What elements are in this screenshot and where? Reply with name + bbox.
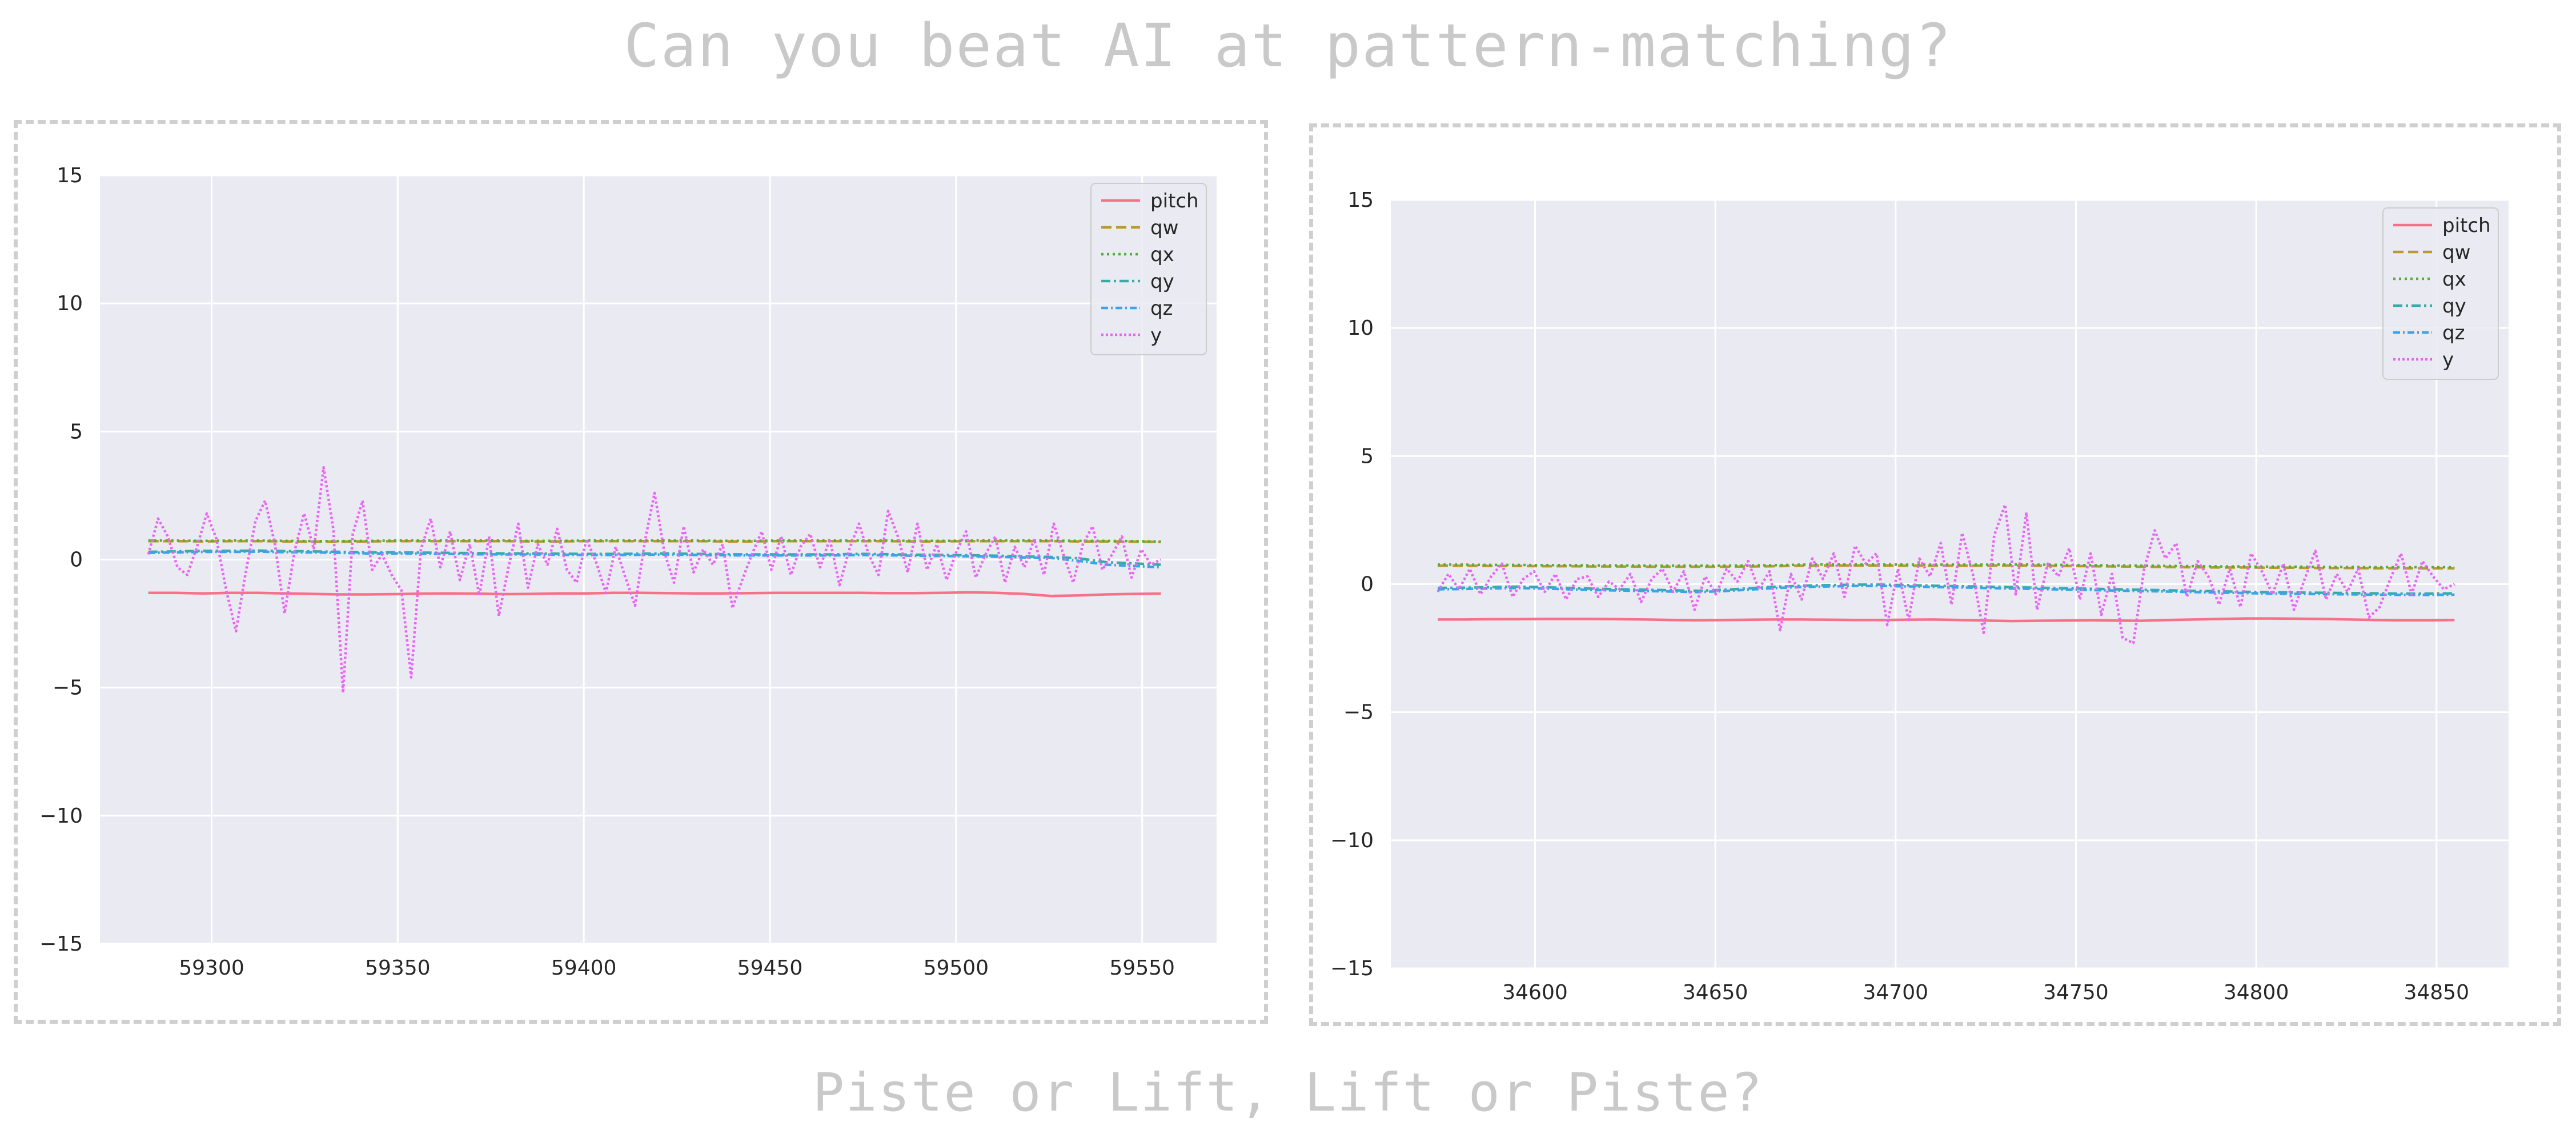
left-x-tick-label: 59350 [365,956,431,980]
left-legend-label-qw: qw [1150,217,1178,239]
right-x-tick-label: 34700 [1863,981,1929,1004]
right-chart-panel [1309,123,2561,1026]
right-legend-label-qz: qz [2442,322,2465,344]
left-y-tick-label: 0 [70,548,83,572]
right-series-y [1437,503,2455,644]
left-series-qz [148,550,1161,569]
right-series-qz [1438,584,2455,596]
left-legend-label-y: y [1150,324,1162,347]
right-line-chart: 34600 34650 34700 34750 34800 34850 −15 −10 −5 0 5… [1330,189,2509,1004]
right-legend-label-qw: qw [2442,241,2470,264]
right-y-tick-label: −5 [1343,701,1374,724]
left-y-tick-label: −5 [53,676,83,700]
left-legend-label-qz: qz [1150,297,1173,320]
left-series-qw [148,539,1161,543]
page-title: Can you beat AI at pattern-matching? [623,11,1953,81]
page-subtitle: Piste or Lift, Lift or Piste? [812,1062,1764,1123]
right-x-tick-label: 34800 [2224,981,2289,1004]
right-x-tick-label: 34650 [1683,981,1748,1004]
right-x-tick-label: 34750 [2043,981,2109,1004]
right-y-tick-label: 0 [1361,573,1374,596]
right-y-tick-label: −10 [1330,829,1374,852]
left-series-y [147,466,1162,694]
right-y-tick-label: 15 [1347,189,1374,212]
left-legend-label-qy: qy [1150,270,1174,293]
left-y-tick-label: −15 [39,932,83,956]
left-legend-label-pitch: pitch [1150,190,1199,213]
left-y-tick-label: 10 [57,292,83,315]
right-legend-label-pitch: pitch [2442,214,2491,237]
right-y-tick-label: −15 [1330,957,1374,980]
right-x-tick-label: 34850 [2404,981,2469,1004]
left-x-tick-label: 59400 [551,956,617,980]
right-legend-label-qx: qx [2442,268,2466,291]
left-legend-label-qx: qx [1150,243,1174,266]
left-x-tick-label: 59300 [179,956,244,980]
right-legend-label-qy: qy [2442,295,2466,318]
left-y-tick-label: 15 [57,164,83,187]
left-x-tick-label: 59450 [737,956,803,980]
right-y-tick-label: 10 [1347,316,1374,340]
left-series-pitch [148,591,1161,598]
right-x-tick-label: 34600 [1502,981,1568,1004]
right-legend-label-y: y [2442,348,2454,371]
right-series-pitch [1438,617,2455,623]
left-y-tick-label: −10 [39,804,83,828]
right-series-qx [1438,563,2455,569]
left-line-chart: 59300 59350 59400 59450 59500 59550 −15 −10 −5 0 5… [39,164,1217,980]
left-x-tick-label: 59550 [1109,956,1175,980]
left-chart-panel [14,120,1268,1024]
left-y-tick-label: 5 [70,420,83,443]
right-y-tick-label: 5 [1361,444,1374,468]
left-x-tick-label: 59500 [924,956,989,980]
